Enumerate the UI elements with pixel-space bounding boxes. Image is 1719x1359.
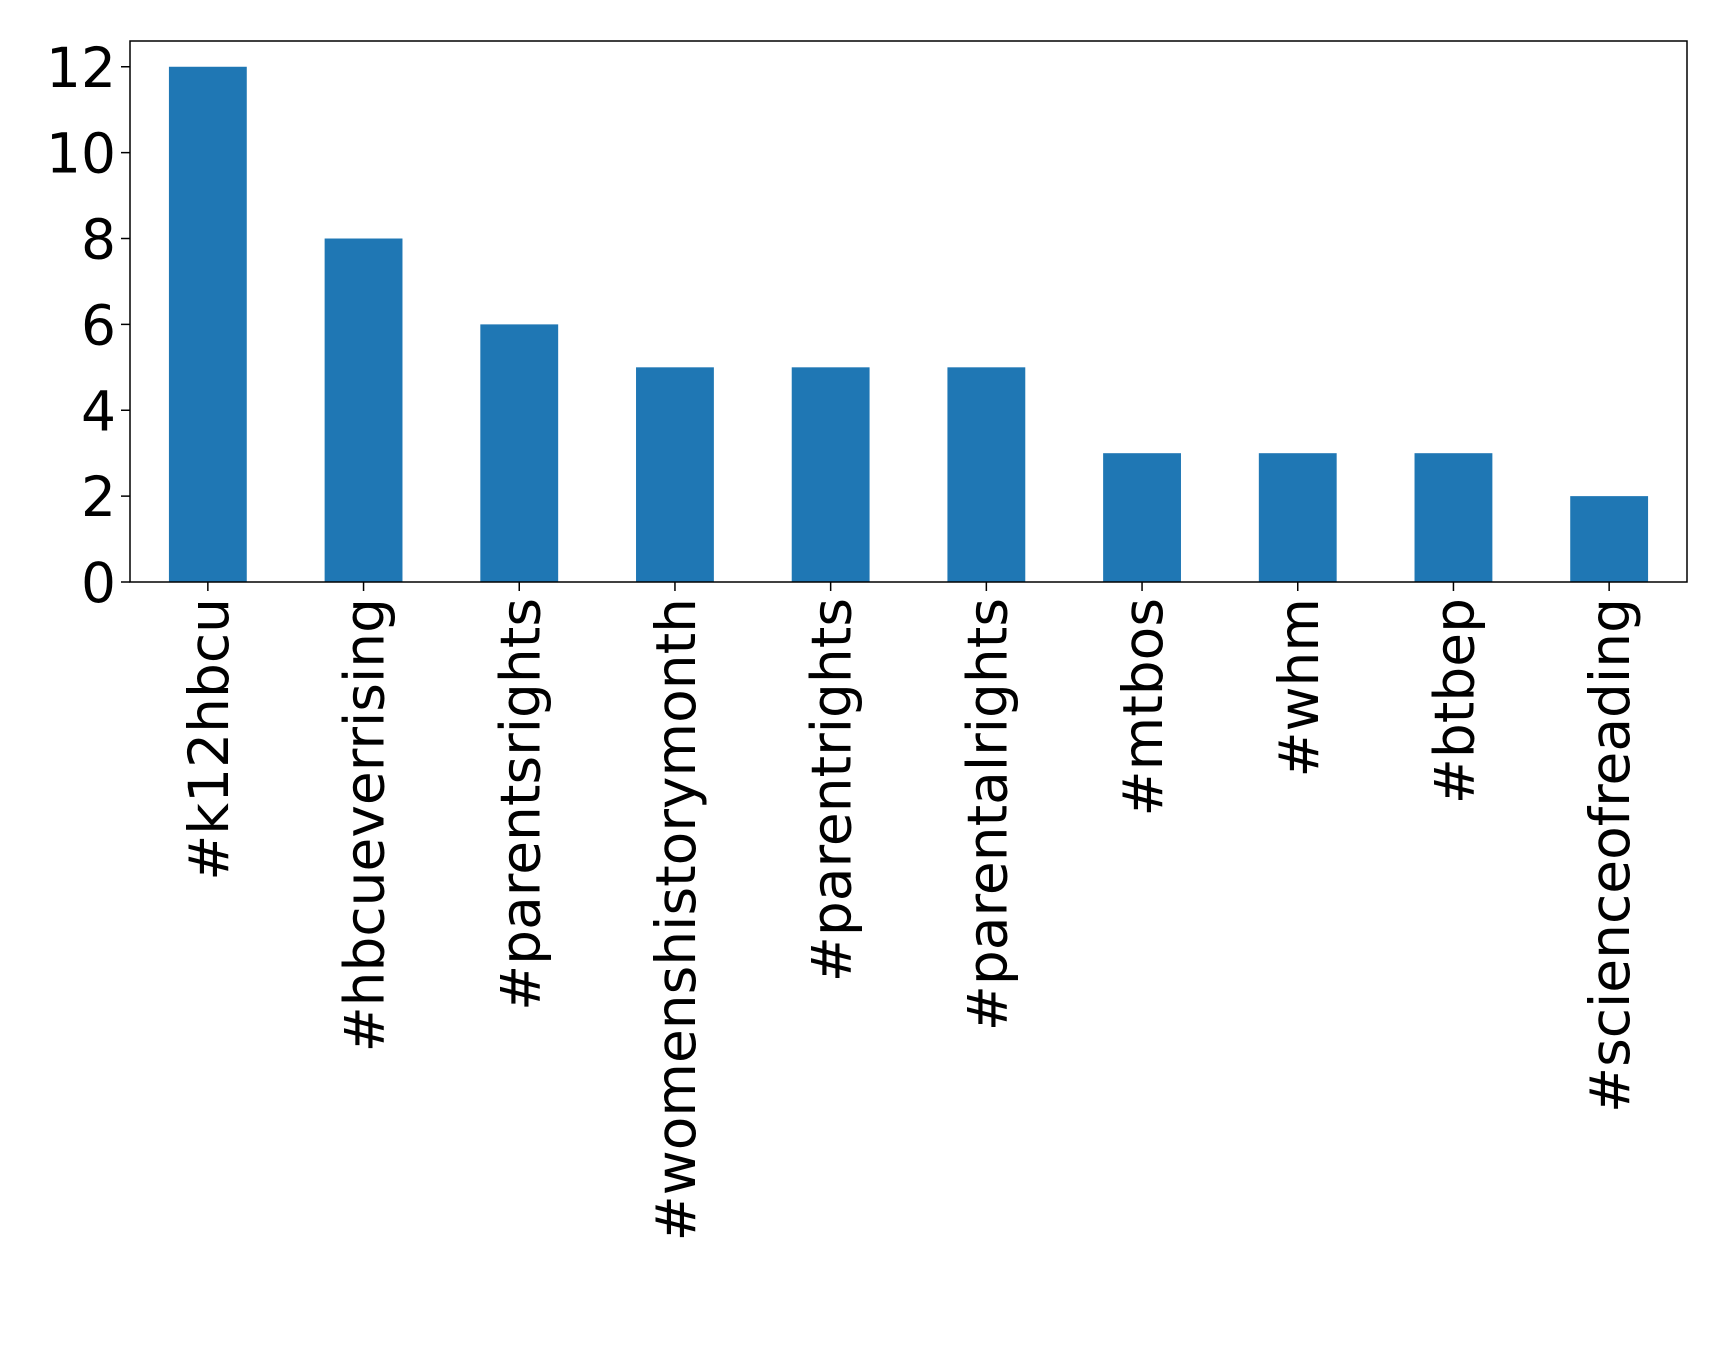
x-tick-label: #btbep: [1422, 598, 1486, 804]
bar: [324, 238, 403, 582]
y-tick-label: 2: [81, 465, 116, 529]
axes-frame: [129, 40, 1688, 583]
y-tick-label: 8: [81, 208, 116, 272]
bar: [636, 367, 714, 582]
x-tick-label: #parentalrights: [955, 598, 1019, 1031]
y-tick-label: 0: [81, 551, 116, 615]
bar: [480, 324, 559, 582]
bar: [1414, 453, 1493, 582]
bar: [1570, 496, 1649, 582]
x-tick-label: #parentrights: [800, 598, 864, 982]
x-tick-label: #whm: [1267, 598, 1331, 778]
x-tick-label: #hbcueverrising: [333, 598, 397, 1052]
y-tick-label: 6: [81, 293, 116, 357]
bar: [791, 367, 870, 582]
x-tick-label: #womenshistorymonth: [644, 598, 708, 1241]
x-tick-label: #k12hbcu: [177, 598, 241, 881]
x-tick-label: #parentsrights: [488, 598, 552, 1011]
bar: [947, 367, 1026, 582]
x-tick-label: #mtbos: [1111, 598, 1175, 816]
bar: [1103, 453, 1181, 582]
bar: [1258, 453, 1337, 582]
y-tick-label: 10: [46, 122, 116, 186]
y-tick-label: 12: [46, 36, 116, 100]
y-tick-label: 4: [81, 379, 116, 443]
x-tick-label: #scienceofreading: [1578, 598, 1642, 1113]
bar: [168, 66, 247, 582]
